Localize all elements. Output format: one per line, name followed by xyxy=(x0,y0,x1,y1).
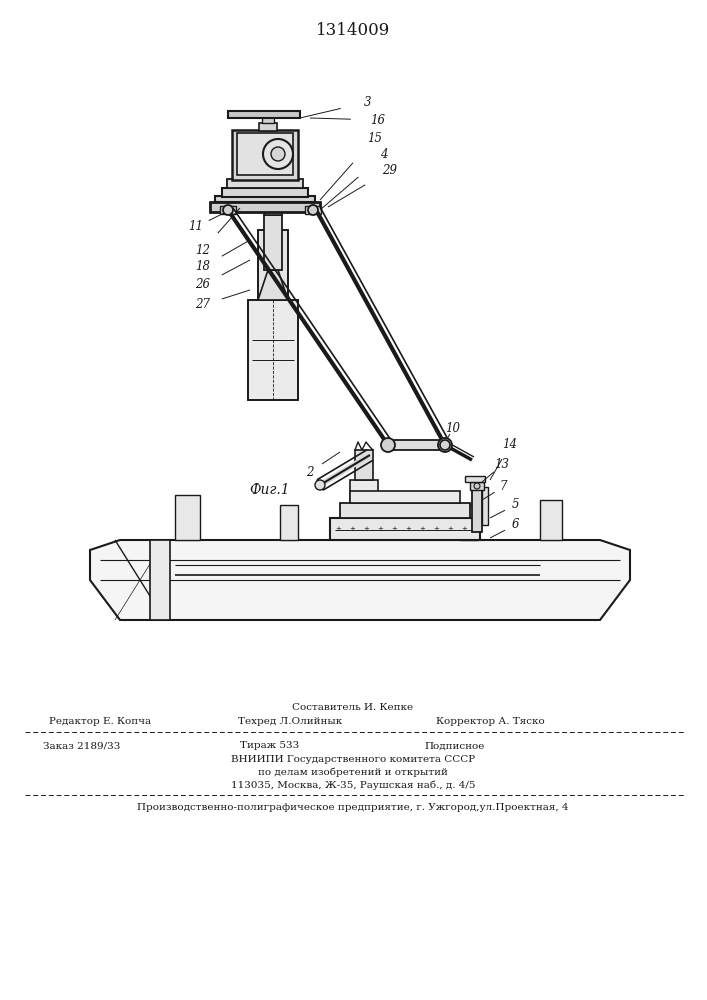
Bar xyxy=(232,130,298,180)
Bar xyxy=(350,480,378,540)
Bar xyxy=(355,450,373,480)
Text: 10: 10 xyxy=(445,422,460,434)
Polygon shape xyxy=(264,190,282,215)
Text: 13: 13 xyxy=(494,458,510,472)
Bar xyxy=(228,111,300,118)
Text: 3: 3 xyxy=(364,96,372,108)
Text: 14: 14 xyxy=(503,438,518,452)
Text: Составитель И. Кепке: Составитель И. Кепке xyxy=(293,704,414,712)
Circle shape xyxy=(271,147,285,161)
Text: +: + xyxy=(391,526,397,532)
Bar xyxy=(470,482,484,490)
Bar xyxy=(330,518,480,540)
Bar xyxy=(237,133,293,175)
Text: 16: 16 xyxy=(370,113,385,126)
Circle shape xyxy=(308,205,318,215)
Circle shape xyxy=(440,440,450,450)
Text: +: + xyxy=(335,526,341,532)
Text: +: + xyxy=(405,526,411,532)
Text: Тираж 533: Тираж 533 xyxy=(240,742,300,750)
Bar xyxy=(248,300,298,400)
Text: Производственно-полиграфическое предприятие, г. Ужгород,ул.Проектная, 4: Производственно-полиграфическое предприя… xyxy=(137,802,568,812)
Bar xyxy=(227,179,303,188)
Bar xyxy=(482,487,488,525)
Bar xyxy=(540,500,562,540)
Bar xyxy=(388,440,448,450)
Bar xyxy=(220,206,236,214)
Text: +: + xyxy=(419,526,425,532)
Text: 113035, Москва, Ж-35, Раушская наб., д. 4/5: 113035, Москва, Ж-35, Раушская наб., д. … xyxy=(230,780,475,790)
Circle shape xyxy=(381,438,395,452)
Bar xyxy=(340,503,470,518)
Text: Редактор Е. Копча: Редактор Е. Копча xyxy=(49,718,151,726)
Text: +: + xyxy=(377,526,383,532)
Bar xyxy=(259,123,277,131)
Text: +: + xyxy=(461,526,467,532)
Circle shape xyxy=(474,483,480,489)
Text: ВНИИПИ Государственного комитета СССР: ВНИИПИ Государственного комитета СССР xyxy=(231,754,475,764)
Text: Корректор А. Тяско: Корректор А. Тяско xyxy=(436,718,544,726)
Bar xyxy=(264,215,282,270)
Text: 11: 11 xyxy=(189,221,204,233)
Bar xyxy=(280,505,298,540)
Text: 2: 2 xyxy=(306,466,314,479)
Text: +: + xyxy=(349,526,355,532)
Bar xyxy=(305,206,321,214)
Text: Подписное: Подписное xyxy=(425,742,485,750)
Bar xyxy=(150,540,170,620)
Text: по делам изобретений и открытий: по делам изобретений и открытий xyxy=(258,767,448,777)
Text: +: + xyxy=(447,526,453,532)
Text: 5: 5 xyxy=(511,498,519,512)
Circle shape xyxy=(223,205,233,215)
Text: 1314009: 1314009 xyxy=(316,22,390,39)
Bar xyxy=(350,491,460,503)
Text: 18: 18 xyxy=(196,260,211,273)
Bar xyxy=(210,202,320,212)
Text: 15: 15 xyxy=(368,131,382,144)
Circle shape xyxy=(315,480,325,490)
Text: +: + xyxy=(363,526,369,532)
Text: 12: 12 xyxy=(196,243,211,256)
Circle shape xyxy=(263,139,293,169)
Bar xyxy=(258,230,288,300)
Polygon shape xyxy=(90,540,630,620)
Text: Техред Л.Олийнык: Техред Л.Олийнык xyxy=(238,718,342,726)
Bar xyxy=(472,482,482,532)
Bar xyxy=(262,117,274,123)
Text: 26: 26 xyxy=(196,278,211,292)
Bar xyxy=(215,196,315,202)
Text: 4: 4 xyxy=(380,148,387,161)
Text: 7: 7 xyxy=(499,481,507,493)
Text: 6: 6 xyxy=(511,518,519,532)
Bar xyxy=(222,188,308,197)
Polygon shape xyxy=(258,270,288,300)
Bar xyxy=(175,495,200,540)
Bar xyxy=(460,505,478,540)
Text: Фиг.1: Фиг.1 xyxy=(250,483,291,497)
Text: Заказ 2189/33: Заказ 2189/33 xyxy=(43,742,121,750)
Text: 27: 27 xyxy=(196,298,211,312)
Bar xyxy=(465,476,485,482)
Circle shape xyxy=(438,438,452,452)
Text: +: + xyxy=(433,526,439,532)
Text: 29: 29 xyxy=(382,163,397,176)
